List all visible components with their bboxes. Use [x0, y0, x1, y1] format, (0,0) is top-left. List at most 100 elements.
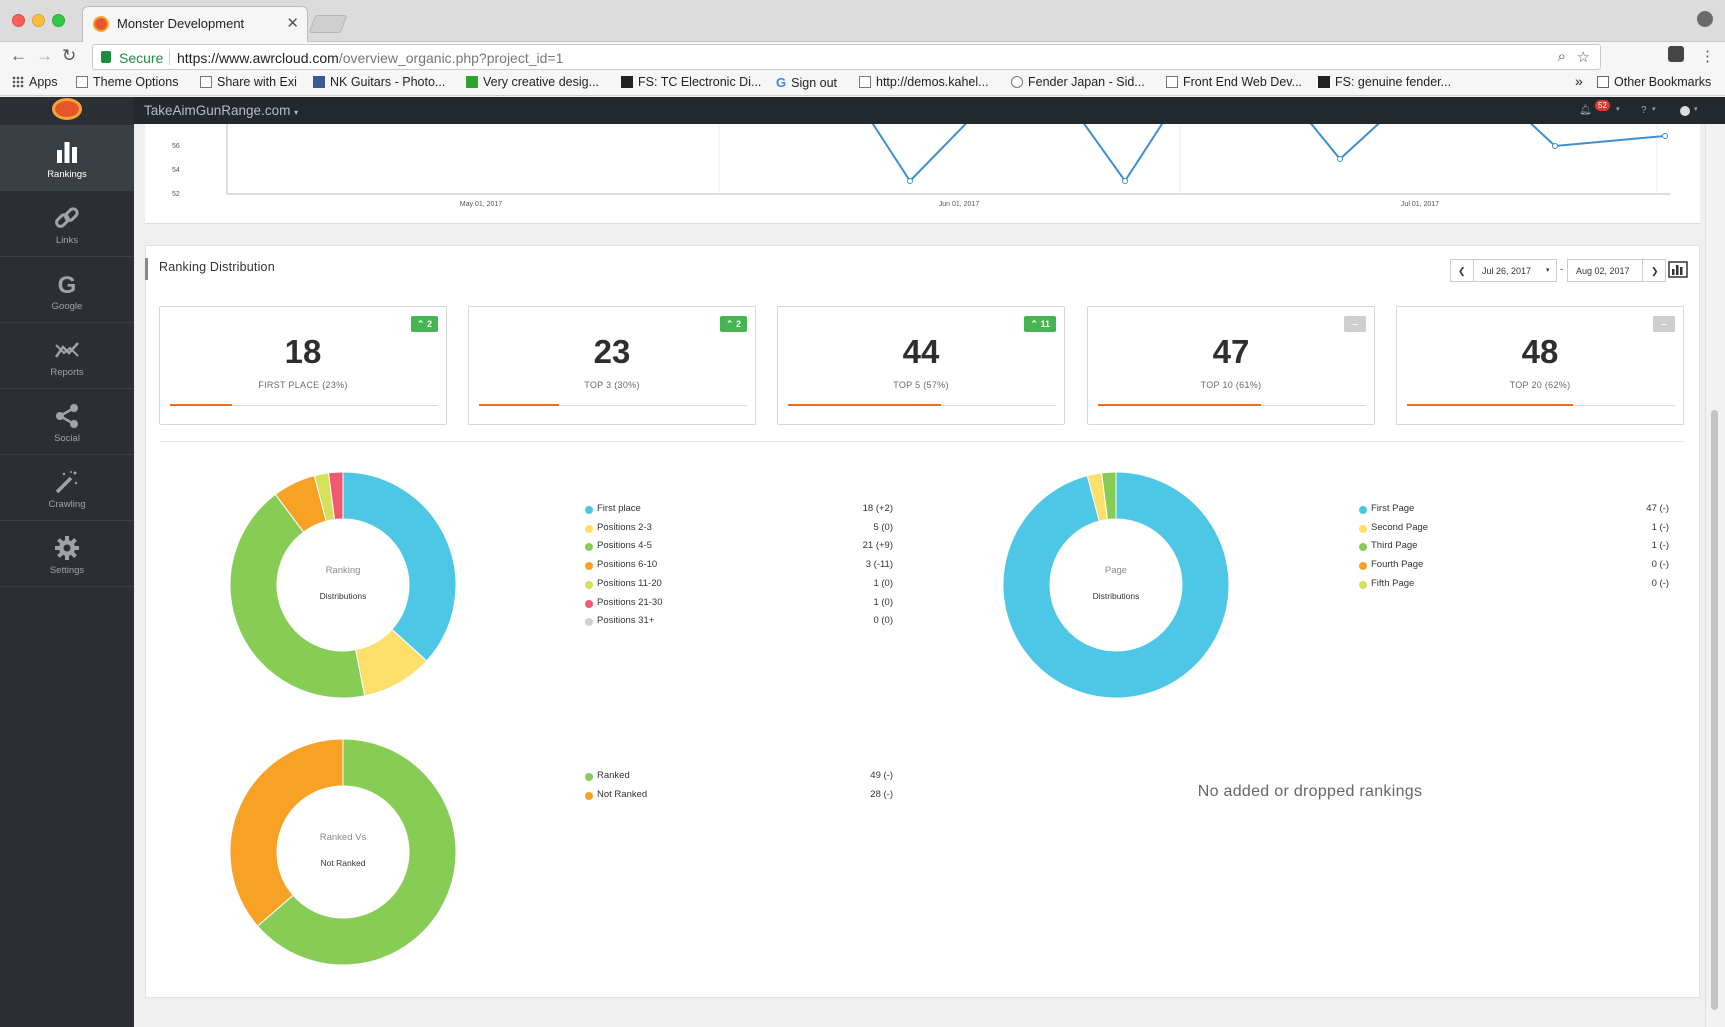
bookmark-item[interactable]: Front End Web Dev... [1166, 75, 1302, 89]
new-tab-button[interactable] [308, 15, 348, 33]
bookmark-item[interactable]: FS: genuine fender... [1318, 75, 1451, 89]
notification-bell-icon[interactable]: 🔔︎ [1579, 105, 1592, 116]
share-icon [56, 404, 78, 428]
legend-item[interactable]: Positions 4-5 21 (+9) [585, 539, 893, 555]
sidebar-item-settings[interactable]: Settings [0, 521, 134, 587]
legend-item[interactable]: Third Page 1 (-) [1359, 539, 1669, 555]
chevron-right-icon: ❯ [1651, 266, 1659, 276]
change-badge: ⌃ 2 [410, 316, 438, 332]
bookmark-item[interactable]: Share with Exi [200, 75, 297, 89]
chart-view-button[interactable] [1668, 259, 1688, 282]
trend-point[interactable] [1337, 156, 1343, 162]
sidebar-item-reports[interactable]: Reports [0, 323, 134, 389]
legend-item[interactable]: Positions 2-3 5 (0) [585, 521, 893, 537]
minimize-window-button[interactable] [32, 14, 45, 27]
stat-card[interactable]: 23 TOP 3 (30%) ⌃ 2 [468, 306, 756, 425]
donut-slice[interactable] [229, 493, 366, 699]
svg-text:G: G [58, 272, 77, 297]
legend-item[interactable]: Second Page 1 (-) [1359, 521, 1669, 537]
stat-card[interactable]: 18 FIRST PLACE (23%) ⌃ 2 [159, 306, 447, 425]
donut-slice[interactable] [1002, 471, 1230, 699]
stat-card[interactable]: 47 TOP 10 (61%) – [1087, 306, 1375, 425]
legend-item[interactable]: Fifth Page 0 (-) [1359, 577, 1669, 593]
bookmark-item[interactable]: FS: TC Electronic Di... [621, 75, 761, 89]
forward-icon[interactable]: → [36, 46, 53, 65]
prev-date-button[interactable]: ❮ [1450, 259, 1474, 282]
legend-color-dot [585, 543, 593, 552]
donut-slice[interactable] [342, 471, 457, 662]
bookmark-item[interactable]: NK Guitars - Photo... [313, 75, 445, 89]
change-badge: ⌃ 2 [719, 316, 747, 332]
bookmark-item[interactable]: http://demos.kahel... [859, 75, 989, 89]
stat-card[interactable]: 48 TOP 20 (62%) – [1396, 306, 1684, 425]
back-icon[interactable]: ← [10, 46, 27, 65]
stat-card[interactable]: 44 TOP 5 (57%) ⌃ 11 [777, 306, 1065, 425]
donut-slice[interactable] [1100, 471, 1117, 521]
date-to-picker[interactable]: Aug 02, 2017 [1567, 259, 1643, 282]
app-sidebar: Rankings Links G Google Reports Social C… [0, 97, 134, 1027]
section-accent-bar [145, 258, 148, 280]
project-selector[interactable]: TakeAimGunRange.com ▾ [144, 103, 298, 118]
bookmark-item[interactable]: G Sign out [776, 75, 837, 90]
page-icon [76, 76, 88, 88]
address-bar[interactable]: Secure https://www.awrcloud.com/overview… [92, 44, 1601, 70]
legend-item[interactable]: Positions 21-30 1 (0) [585, 596, 893, 612]
chevron-up-icon: ⌃ [725, 319, 734, 329]
sidebar-item-crawling[interactable]: Crawling [0, 455, 134, 521]
legend-item[interactable]: Positions 11-20 1 (0) [585, 577, 893, 593]
scrollbar-thumb[interactable] [1711, 410, 1718, 1010]
bookmark-label: Other Bookmarks [1614, 75, 1712, 89]
bookmark-apps[interactable]: Apps [12, 75, 58, 89]
trend-point[interactable] [1662, 133, 1668, 139]
reload-icon[interactable]: ↻ [62, 46, 77, 65]
legend-item[interactable]: Fourth Page 0 (-) [1359, 558, 1669, 574]
legend-item[interactable]: First Page 47 (-) [1359, 502, 1669, 518]
sidebar-item-links[interactable]: Links [0, 191, 134, 257]
bookmark-item[interactable]: Theme Options [76, 75, 178, 89]
legend-color-dot [585, 524, 593, 533]
bookmark-label: FS: TC Electronic Di... [638, 75, 762, 89]
app-logo[interactable] [52, 98, 82, 120]
sidebar-item-label: Settings [49, 565, 85, 576]
trend-point[interactable] [1552, 143, 1558, 149]
sidebar-item-google[interactable]: G Google [0, 257, 134, 323]
sidebar-item-social[interactable]: Social [0, 389, 134, 455]
maximize-window-button[interactable] [52, 14, 65, 27]
donut-slice[interactable] [327, 471, 344, 521]
bookmark-item[interactable]: Fender Japan - Sid... [1011, 75, 1145, 89]
chevron-down-icon: ▾ [1616, 106, 1620, 113]
date-from-picker[interactable]: Jul 26, 2017 ▾ [1473, 259, 1557, 282]
trend-point[interactable] [1122, 178, 1128, 184]
legend-value: 1 (0) [873, 596, 893, 608]
stat-value: 44 [902, 333, 940, 370]
google-icon: G [776, 75, 787, 90]
bookmark-item[interactable]: Very creative desig... [466, 75, 599, 89]
close-window-button[interactable] [12, 14, 25, 27]
secure-label: Secure [119, 50, 164, 66]
browser-tab[interactable]: Monster Development ✕ [82, 6, 308, 42]
user-avatar-icon[interactable] [1680, 106, 1690, 116]
stat-value: 47 [1212, 333, 1250, 370]
change-value: 2 [735, 319, 741, 329]
zoom-icon[interactable]: ⌕ [1557, 48, 1566, 65]
legend-item[interactable]: Positions 6-10 3 (-11) [585, 558, 893, 574]
donut-center-subtitle: Distributions [320, 591, 367, 601]
profile-icon[interactable] [1697, 11, 1713, 27]
close-tab-icon[interactable]: ✕ [286, 15, 299, 32]
menu-icon[interactable]: ⋮ [1700, 48, 1715, 65]
extension-icon[interactable] [1668, 46, 1684, 62]
legend-item[interactable]: Ranked 49 (-) [585, 769, 893, 785]
donut-slice[interactable] [256, 738, 457, 966]
donut-slice[interactable] [229, 738, 344, 927]
help-icon[interactable]: ? [1641, 105, 1647, 116]
legend-item[interactable]: Positions 31+ 0 (0) [585, 614, 893, 630]
other-bookmarks[interactable]: Other Bookmarks [1597, 75, 1711, 89]
donut-center-subtitle: Not Ranked [321, 858, 366, 868]
sidebar-item-rankings[interactable]: Rankings [0, 125, 134, 191]
trend-point[interactable] [907, 178, 913, 184]
legend-item[interactable]: Not Ranked 28 (-) [585, 788, 893, 804]
next-date-button[interactable]: ❯ [1642, 259, 1666, 282]
more-bookmarks-button[interactable]: » [1575, 73, 1583, 89]
bookmark-star-icon[interactable]: ☆ [1576, 49, 1590, 66]
legend-item[interactable]: First place 18 (+2) [585, 502, 893, 518]
